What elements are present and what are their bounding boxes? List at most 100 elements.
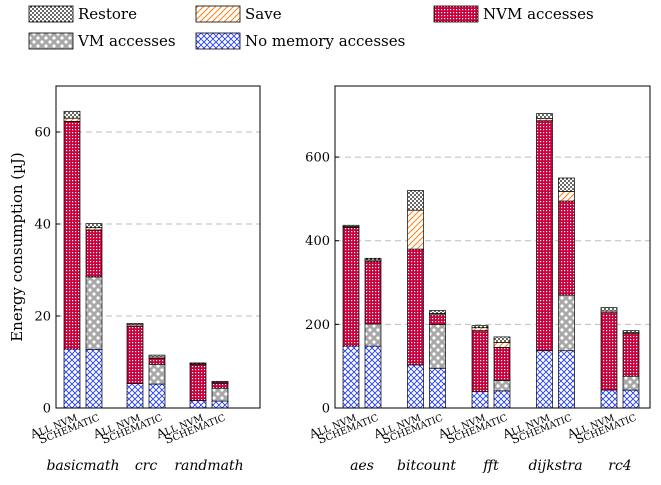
bar-segment-nomem [364,345,382,409]
legend-swatch-nomem [195,32,241,50]
y-tick-label: 200 [305,318,330,333]
y-tick-label: 400 [305,234,330,249]
legend-entry-nvm: NVM accesses [433,5,594,23]
bar-segment-nomem [600,389,618,409]
bar-segment-nvm [622,333,640,377]
bar-segment-nvm [600,312,618,391]
bar-segment-nomem [622,389,640,409]
bar-segment-vm [85,276,103,350]
bar-segment-vm [493,380,511,392]
y-tick-label: 40 [34,218,51,233]
bar-segment-nvm [471,330,489,393]
benchmark-label: crc [135,458,158,474]
bar-segment-vm [148,363,166,385]
benchmark-label: dijkstra [528,458,582,474]
legend-label-vm: VM accesses [77,32,176,50]
bar-segment-restore [558,177,575,192]
benchmark-label: bitcount [397,458,456,474]
bar-segment-restore [471,325,489,329]
plot-frame [334,85,651,409]
legend: Restore Save NVM accesses VM accesses No mem… [28,5,594,50]
bar-segment-restore [63,110,81,119]
bar-segment-restore [429,310,446,314]
bar-segment-vm [558,294,575,352]
bar-segment-nvm [536,120,553,352]
bar-segment-restore [622,330,640,333]
bar-segment-nomem [342,345,360,409]
bar-segment-save [63,117,81,122]
bar-segment-nvm [364,260,382,325]
bar-segment-nvm [85,229,103,278]
plot-frame [55,85,261,409]
bar-segment-restore [600,307,618,312]
legend-swatch-restore [28,5,74,23]
bar-segment-nvm [342,226,360,347]
bar-segment-nomem [148,383,166,409]
legend-swatch-save [195,5,241,23]
bar-segment-nomem [471,391,489,409]
bar-segment-nvm [493,347,511,381]
legend-entry-restore: Restore [28,5,137,23]
bar-segment-restore [126,323,144,326]
bar-segment-restore [211,380,229,383]
bar-segment-vm [211,387,229,402]
bar-segment-restore [407,190,424,211]
legend-swatch-vm [28,32,74,50]
bar-segment-restore [364,257,382,261]
bar-segment-save [407,209,424,250]
legend-entry-vm: VM accesses [28,32,176,50]
bar-segment-nomem [407,364,424,409]
benchmark-label: randmath [174,458,243,474]
legend-label-nvm: NVM accesses [483,5,594,23]
y-axis-label: Energy consumption (µJ) [8,152,26,342]
benchmark-label: aes [350,458,374,474]
bar-segment-nomem [63,348,81,409]
bar-segment-restore [493,336,511,343]
legend-label-nomem: No memory accesses [245,32,405,50]
bar-segment-restore [536,113,553,119]
bar-segment-vm [364,323,382,347]
y-tick-label: 60 [34,126,51,141]
bar-segment-nomem [85,349,103,409]
legend-label-restore: Restore [78,5,137,23]
bar-segment-vm [622,375,640,391]
benchmark-label: basicmath [46,458,119,474]
legend-entry-nomem: No memory accesses [195,32,405,50]
bar-segment-nvm [558,200,575,296]
bar-segment-nomem [189,400,207,409]
bar-segment-nvm [189,364,207,401]
bar-segment-restore [148,354,166,358]
legend-swatch-nvm [433,5,479,23]
y-tick-label: 0 [43,402,51,417]
bar-segment-nomem [536,350,553,409]
y-tick-label: 20 [34,310,51,325]
legend-entry-save: Save [195,5,282,23]
bar-segment-save [471,327,489,331]
legend-label-save: Save [245,5,282,23]
bar-segment-nomem [493,390,511,409]
bar-segment-restore [85,223,103,229]
bar-segment-nvm [407,248,424,366]
bar-segment-nvm [429,314,446,325]
bar-segment-save [558,191,575,202]
bar-segment-restore [342,224,360,227]
benchmark-label: rc4 [608,458,631,474]
bar-segment-nvm [63,121,81,350]
bar-segment-nomem [211,400,229,409]
bar-segment-nomem [429,367,446,409]
y-tick-label: 600 [305,151,330,166]
bar-segment-vm [429,324,446,369]
bar-segment-save [493,341,511,348]
bar-segment-nvm [148,357,166,365]
